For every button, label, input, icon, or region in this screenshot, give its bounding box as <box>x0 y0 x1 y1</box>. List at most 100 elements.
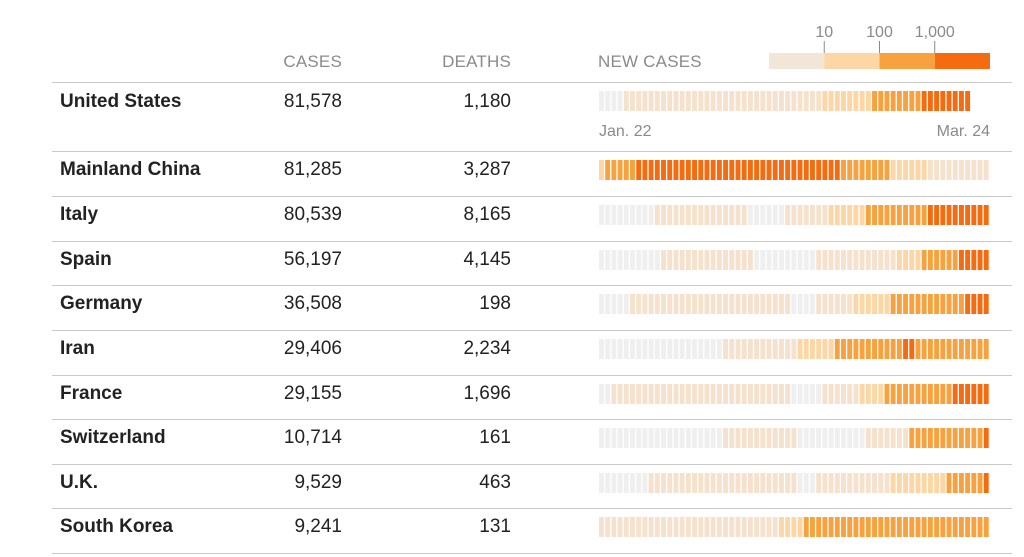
day-cell <box>630 473 635 493</box>
day-cell <box>903 205 909 225</box>
day-cell <box>735 294 741 314</box>
day-cell <box>859 339 865 359</box>
day-cell <box>766 205 772 225</box>
day-cell <box>772 339 778 359</box>
day-cell <box>884 428 890 448</box>
day-cell <box>630 250 635 270</box>
day-cell <box>853 160 859 180</box>
day-cell <box>747 473 753 493</box>
day-cell <box>847 473 853 493</box>
cases-value: 80,539 <box>283 204 342 225</box>
day-cell <box>878 250 884 270</box>
day-cell <box>623 339 629 359</box>
day-cell <box>605 428 611 448</box>
day-cell <box>847 91 853 111</box>
day-cell <box>685 339 691 359</box>
cases-value: 81,578 <box>283 91 342 112</box>
day-cell <box>673 428 679 448</box>
day-cell <box>822 205 828 225</box>
day-cell <box>934 250 940 270</box>
day-cell <box>785 384 791 404</box>
day-cell <box>890 473 896 493</box>
axis-end-label: Mar. 24 <box>936 123 990 140</box>
day-cell <box>785 205 791 225</box>
day-cell <box>903 339 909 359</box>
day-cell <box>890 160 896 180</box>
day-cell <box>772 160 778 180</box>
day-cell <box>642 205 648 225</box>
day-cell <box>859 160 865 180</box>
column-header-new-cases: NEW CASES <box>598 52 702 71</box>
day-cell <box>778 384 784 404</box>
day-cell <box>785 250 791 270</box>
day-cell <box>723 294 729 314</box>
day-cell <box>630 205 635 225</box>
day-cell <box>816 473 822 493</box>
day-cell <box>878 91 884 111</box>
day-cell <box>872 91 877 111</box>
day-cell <box>704 384 710 404</box>
day-cell <box>785 428 791 448</box>
day-cell <box>791 473 797 493</box>
day-cell <box>710 473 716 493</box>
day-cell <box>704 91 710 111</box>
day-cell <box>822 473 828 493</box>
day-cell <box>716 205 722 225</box>
day-cell <box>692 428 698 448</box>
day-cell <box>946 250 952 270</box>
day-cell <box>853 428 859 448</box>
day-cell <box>716 160 722 180</box>
day-cell <box>704 517 710 537</box>
day-cell <box>642 517 648 537</box>
day-cell <box>977 517 983 537</box>
day-cell <box>599 517 604 537</box>
day-cell <box>772 428 778 448</box>
day-cell <box>853 250 859 270</box>
day-cell <box>654 517 660 537</box>
day-cell <box>654 473 660 493</box>
day-cell <box>642 160 648 180</box>
day-cell <box>642 294 648 314</box>
day-cell <box>803 473 809 493</box>
day-cell <box>865 517 871 537</box>
day-cell <box>971 384 977 404</box>
day-cell <box>847 339 853 359</box>
day-cell <box>723 160 729 180</box>
day-cell <box>983 428 989 448</box>
table-row: Iran 29,406 2,234 <box>0 331 1024 371</box>
day-cell <box>927 160 933 180</box>
day-cell <box>853 384 859 404</box>
day-cell <box>760 384 766 404</box>
day-cell <box>741 91 747 111</box>
day-cell <box>661 205 666 225</box>
country-name: U.K. <box>60 472 98 493</box>
day-cell <box>865 428 871 448</box>
day-cell <box>834 428 840 448</box>
day-cell <box>940 473 946 493</box>
day-cell <box>685 205 691 225</box>
day-cell <box>903 428 909 448</box>
day-cell <box>822 294 828 314</box>
day-cell <box>623 428 629 448</box>
table-row: France 29,155 1,696 <box>0 376 1024 416</box>
day-cell <box>741 428 747 448</box>
day-cell <box>965 160 971 180</box>
day-cell <box>952 250 958 270</box>
cases-value: 56,197 <box>283 249 342 270</box>
day-cell <box>741 339 747 359</box>
day-cell <box>828 517 834 537</box>
day-cell <box>853 205 859 225</box>
day-cell <box>636 517 642 537</box>
day-cell <box>754 294 760 314</box>
cases-value: 29,155 <box>283 383 342 404</box>
day-cell <box>921 473 927 493</box>
day-cell <box>698 339 704 359</box>
deaths-value: 8,165 <box>463 204 511 225</box>
day-cell <box>791 339 797 359</box>
day-cell <box>983 384 989 404</box>
day-cell <box>599 428 604 448</box>
day-cell <box>685 250 691 270</box>
day-cell <box>841 160 846 180</box>
day-cell <box>822 339 828 359</box>
day-cell <box>778 339 784 359</box>
